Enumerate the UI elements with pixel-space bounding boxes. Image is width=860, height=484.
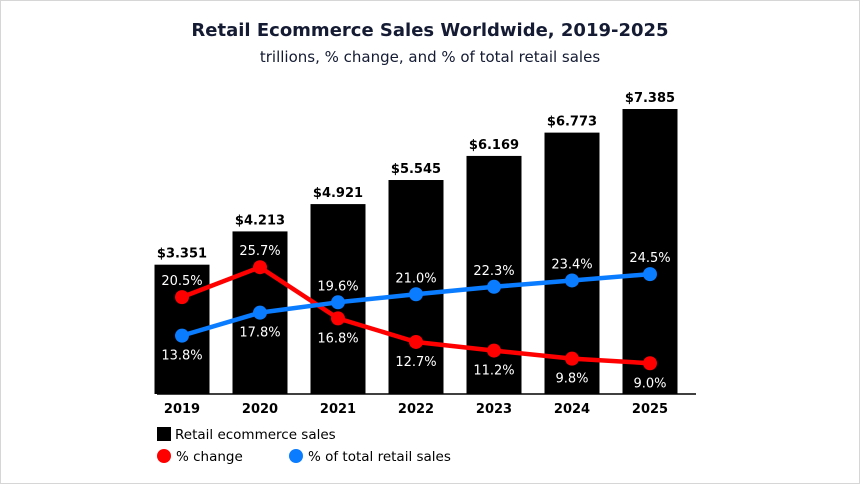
pct-total-label-2022: 21.0% bbox=[395, 271, 436, 286]
pct-change-point-2025 bbox=[643, 356, 657, 371]
x-tick-label-2021: 2021 bbox=[320, 402, 356, 417]
x-tick-label-2022: 2022 bbox=[398, 402, 434, 417]
legend-swatch-pct-total bbox=[289, 449, 303, 463]
bar-value-label-2022: $5.545 bbox=[391, 162, 441, 177]
x-tick-label-2025: 2025 bbox=[632, 402, 668, 417]
bar-2024 bbox=[544, 132, 600, 394]
legend: Retail ecommerce sales % change % of tot… bbox=[157, 427, 451, 465]
pct-change-point-2021 bbox=[331, 311, 345, 326]
legend-label-pct-total: % of total retail sales bbox=[308, 449, 451, 465]
pct-total-point-2023 bbox=[487, 279, 501, 294]
pct-change-label-2023: 11.2% bbox=[473, 364, 514, 379]
pct-change-point-2023 bbox=[487, 343, 501, 358]
pct-total-label-2024: 23.4% bbox=[551, 257, 592, 272]
bar-value-label-2021: $4.921 bbox=[313, 186, 363, 201]
pct-total-point-2022 bbox=[409, 287, 423, 302]
pct-total-label-2021: 19.6% bbox=[317, 279, 358, 294]
bar-value-label-2023: $6.169 bbox=[469, 138, 519, 153]
pct-change-label-2021: 16.8% bbox=[317, 331, 358, 346]
pct-change-point-2022 bbox=[409, 334, 423, 349]
x-tick-label-2019: 2019 bbox=[164, 402, 200, 417]
bar-2022 bbox=[388, 180, 444, 394]
legend-swatch-pct-change bbox=[157, 449, 171, 463]
bar-value-label-2024: $6.773 bbox=[547, 115, 597, 130]
pct-change-label-2024: 9.8% bbox=[555, 372, 588, 387]
pct-change-point-2019 bbox=[175, 290, 189, 305]
legend-label-bar: Retail ecommerce sales bbox=[175, 427, 336, 443]
pct-total-point-2020 bbox=[253, 305, 267, 320]
bar-value-label-2025: $7.385 bbox=[625, 91, 675, 106]
pct-change-point-2024 bbox=[565, 351, 579, 366]
pct-total-label-2019: 13.8% bbox=[161, 349, 202, 364]
pct-change-label-2022: 12.7% bbox=[395, 355, 436, 370]
x-tick-label-2020: 2020 bbox=[242, 402, 278, 417]
bar-value-label-2019: $3.351 bbox=[157, 247, 207, 262]
chart-title: Retail Ecommerce Sales Worldwide, 2019-2… bbox=[191, 20, 669, 41]
x-tick-label-2024: 2024 bbox=[554, 402, 590, 417]
chart-subtitle: trillions, % change, and % of total reta… bbox=[259, 48, 601, 66]
legend-swatch-bar bbox=[157, 427, 171, 441]
pct-total-point-2021 bbox=[331, 295, 345, 310]
bar-value-label-2020: $4.213 bbox=[235, 213, 285, 228]
pct-change-label-2025: 9.0% bbox=[633, 376, 666, 391]
pct-change-label-2020: 25.7% bbox=[239, 244, 280, 259]
pct-change-point-2020 bbox=[253, 260, 267, 275]
pct-change-label-2019: 20.5% bbox=[161, 274, 202, 289]
pct-total-label-2025: 24.5% bbox=[629, 251, 670, 266]
legend-label-pct-change: % change bbox=[176, 449, 243, 465]
pct-total-label-2020: 17.8% bbox=[239, 326, 280, 341]
pct-total-point-2025 bbox=[643, 267, 657, 282]
pct-total-point-2024 bbox=[565, 273, 579, 288]
x-tick-label-2023: 2023 bbox=[476, 402, 512, 417]
pct-total-point-2019 bbox=[175, 328, 189, 343]
bar-2025 bbox=[622, 109, 678, 394]
pct-total-label-2023: 22.3% bbox=[473, 264, 514, 279]
